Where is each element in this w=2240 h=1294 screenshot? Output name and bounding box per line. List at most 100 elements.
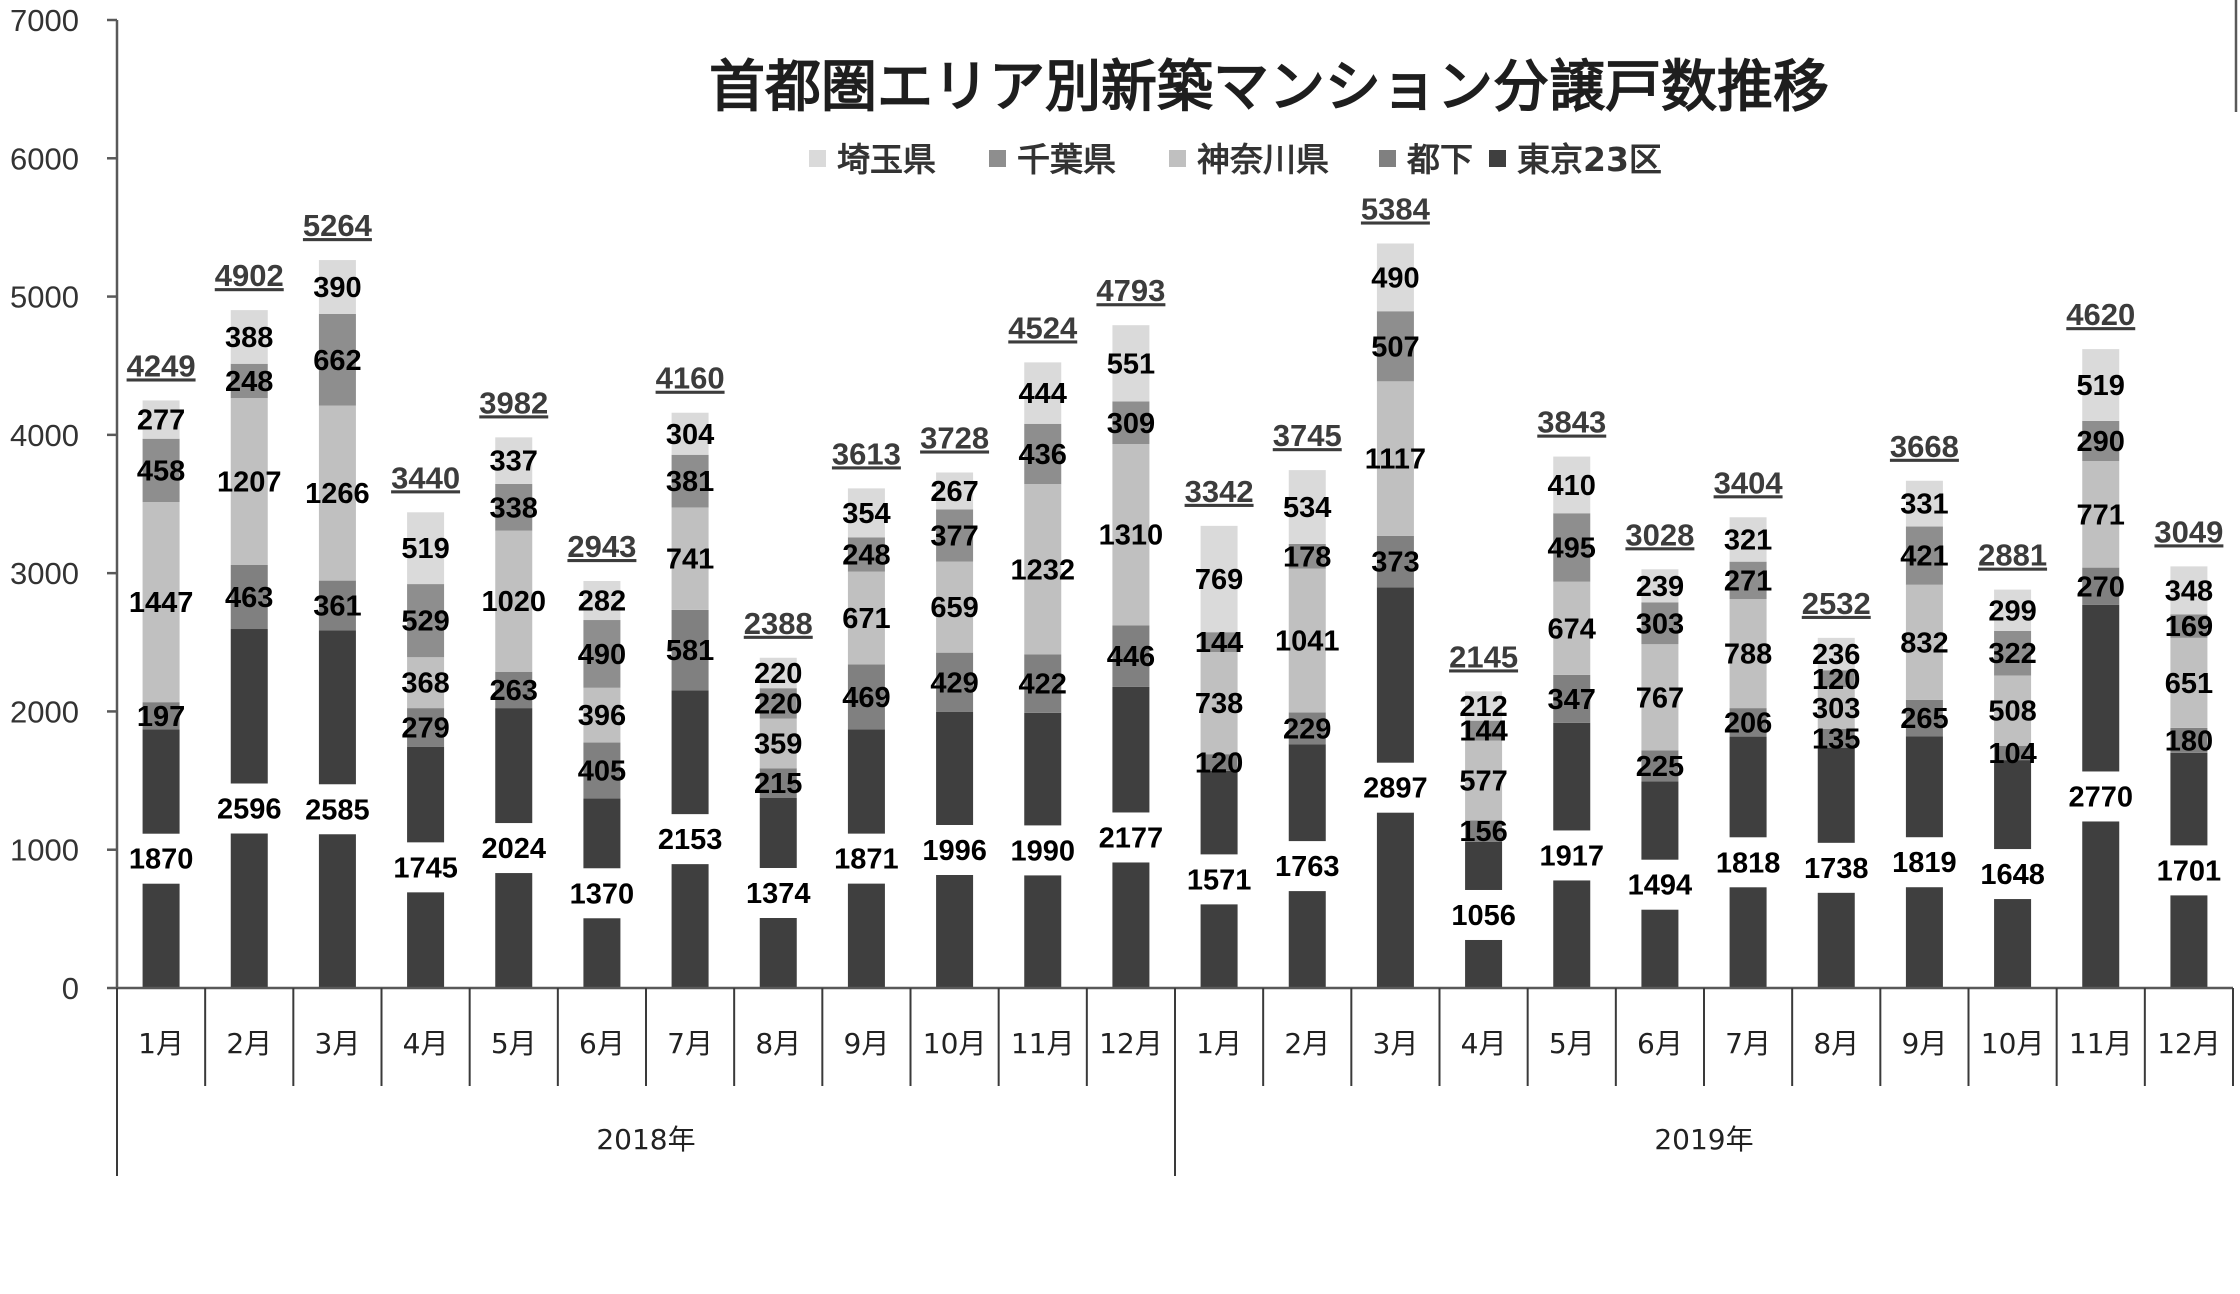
x-tick-label: 12月 [2157, 1027, 2221, 1060]
total-label: 4524 [1008, 310, 1078, 345]
bar-segment [142, 438, 180, 503]
data-label: 771 [2077, 499, 2125, 531]
data-label: 348 [2165, 575, 2213, 607]
bar-segment [1288, 470, 1326, 544]
total-label: 3745 [1273, 418, 1342, 453]
bar-segment [1376, 381, 1414, 536]
bar-stack [1112, 325, 1150, 988]
x-tick-label: 8月 [755, 1027, 801, 1060]
data-label: 206 [1724, 707, 1772, 739]
data-label: 267 [930, 476, 978, 508]
data-label-background [1358, 762, 1433, 813]
bar-segment [1288, 568, 1326, 713]
y-tick-label: 5000 [10, 280, 79, 315]
chart-title: 首都圏エリア別新築マンション分譲戸数推移 [709, 55, 1829, 120]
bar-segment [1553, 456, 1591, 514]
total-label: 2388 [744, 606, 813, 641]
x-tick-label: 9月 [1902, 1027, 1948, 1060]
data-label: 368 [401, 668, 449, 700]
data-label: 577 [1459, 766, 1507, 798]
bar-segment [1200, 754, 1238, 771]
data-label: 1571 [1187, 864, 1252, 896]
data-label: 1447 [129, 587, 194, 619]
data-label-background [1975, 849, 2050, 900]
data-label: 144 [1459, 716, 1507, 748]
data-label: 1374 [746, 878, 811, 910]
y-tick-label: 4000 [10, 418, 79, 453]
data-label: 290 [2077, 426, 2125, 458]
bar-segment [583, 687, 621, 743]
total-label: 2881 [1978, 538, 2047, 573]
bar-segment [1905, 480, 1943, 527]
bar-segment [1465, 691, 1503, 721]
legend-item: 神奈川県 [1169, 140, 1329, 179]
bar-segment [1729, 517, 1767, 562]
data-label: 463 [225, 582, 273, 614]
bar-segment [583, 620, 621, 688]
data-label: 373 [1371, 547, 1419, 579]
bar-segment [847, 571, 885, 665]
data-label: 277 [137, 405, 185, 437]
x-tick-label: 2月 [226, 1027, 272, 1060]
bar-segment [142, 502, 180, 703]
bar-segment [230, 564, 268, 630]
data-label: 1020 [481, 586, 546, 618]
data-label: 144 [1195, 627, 1243, 659]
bar-segment [318, 405, 356, 581]
data-label: 2585 [305, 794, 370, 826]
legend-label: 神奈川県 [1197, 140, 1329, 179]
data-label-background [564, 868, 639, 919]
bar-segment [495, 671, 533, 709]
bar-stack [230, 310, 268, 988]
data-label: 738 [1195, 688, 1243, 720]
bar-segment [230, 310, 268, 364]
data-label: 832 [1900, 627, 1948, 659]
bar-segment [407, 512, 445, 585]
data-label: 444 [1019, 378, 1067, 410]
data-label: 120 [1195, 747, 1243, 779]
data-label: 507 [1371, 331, 1419, 363]
x-tick-label: 3月 [1373, 1027, 1419, 1060]
data-label: 2024 [481, 833, 546, 865]
total-label: 3028 [1625, 517, 1694, 552]
data-label: 469 [842, 682, 890, 714]
total-label: 3728 [920, 420, 989, 455]
legend-swatch [1489, 150, 1506, 167]
data-label: 519 [401, 533, 449, 565]
bar-segment [671, 454, 709, 508]
total-label: 3668 [1890, 429, 1959, 464]
legend-item: 都下 [1379, 140, 1473, 179]
data-label: 331 [1900, 489, 1948, 521]
data-label: 1745 [393, 852, 458, 884]
data-label: 2596 [217, 794, 282, 826]
bar-segment [2170, 637, 2208, 728]
legend-swatch [989, 150, 1006, 167]
x-tick-label: 6月 [579, 1027, 625, 1060]
data-label-background [1446, 889, 1521, 940]
data-label: 788 [1724, 639, 1772, 671]
bar-segment [847, 537, 885, 572]
bar-segment [759, 768, 797, 798]
bar-segment [318, 313, 356, 406]
bar-segment [1024, 362, 1062, 424]
bar-segment [2082, 460, 2120, 568]
data-label: 248 [225, 366, 273, 398]
data-label: 1117 [1365, 444, 1426, 476]
data-label: 495 [1548, 532, 1596, 564]
bar-segment [1112, 401, 1150, 445]
bar-stack [318, 260, 356, 988]
bar-segment [1817, 687, 1855, 729]
data-label: 220 [754, 658, 802, 690]
bar-segment [1641, 602, 1679, 645]
data-label: 1701 [2157, 855, 2222, 887]
data-label: 304 [666, 419, 714, 451]
data-label: 1738 [1804, 853, 1869, 885]
data-label: 359 [754, 728, 802, 760]
data-label: 1990 [1010, 835, 1075, 867]
data-label-background [212, 783, 287, 834]
data-label-background [1711, 837, 1786, 888]
data-label-background [1182, 854, 1257, 905]
y-axis: 0 1000 2000 3000 4000 5000 6000 7000 [10, 3, 119, 1006]
data-label: 270 [2077, 571, 2125, 603]
